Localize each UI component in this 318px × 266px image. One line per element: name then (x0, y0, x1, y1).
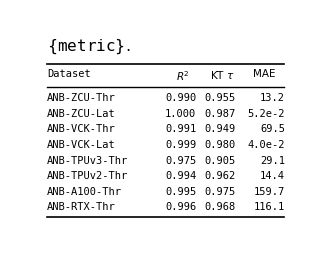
Text: 0.949: 0.949 (204, 124, 236, 135)
Text: ANB-RTX-Thr: ANB-RTX-Thr (47, 202, 116, 212)
Text: 0.995: 0.995 (165, 187, 196, 197)
Text: ANB-VCK-Lat: ANB-VCK-Lat (47, 140, 116, 150)
Text: 0.980: 0.980 (204, 140, 236, 150)
Text: $\{\mathtt{metric}\}.$: $\{\mathtt{metric}\}.$ (47, 38, 131, 56)
Text: 14.4: 14.4 (260, 171, 285, 181)
Text: MAE: MAE (253, 69, 275, 79)
Text: 0.962: 0.962 (204, 171, 236, 181)
Text: 0.987: 0.987 (204, 109, 236, 119)
Text: 29.1: 29.1 (260, 156, 285, 166)
Text: ANB-A100-Thr: ANB-A100-Thr (47, 187, 122, 197)
Text: 4.0e-2: 4.0e-2 (247, 140, 285, 150)
Text: ANB-ZCU-Thr: ANB-ZCU-Thr (47, 93, 116, 103)
Text: 0.905: 0.905 (204, 156, 236, 166)
Text: 159.7: 159.7 (254, 187, 285, 197)
Text: $R^2$: $R^2$ (176, 69, 190, 82)
Text: Dataset: Dataset (47, 69, 91, 79)
Text: 0.994: 0.994 (165, 171, 196, 181)
Text: KT $\tau$: KT $\tau$ (210, 69, 234, 81)
Text: 69.5: 69.5 (260, 124, 285, 135)
Text: 5.2e-2: 5.2e-2 (247, 109, 285, 119)
Text: 0.999: 0.999 (165, 140, 196, 150)
Text: 0.990: 0.990 (165, 93, 196, 103)
Text: 0.955: 0.955 (204, 93, 236, 103)
Text: ANB-ZCU-Lat: ANB-ZCU-Lat (47, 109, 116, 119)
Text: ANB-VCK-Thr: ANB-VCK-Thr (47, 124, 116, 135)
Text: 0.996: 0.996 (165, 202, 196, 212)
Text: ANB-TPUv2-Thr: ANB-TPUv2-Thr (47, 171, 128, 181)
Text: 0.968: 0.968 (204, 202, 236, 212)
Text: 1.000: 1.000 (165, 109, 196, 119)
Text: 0.975: 0.975 (165, 156, 196, 166)
Text: 13.2: 13.2 (260, 93, 285, 103)
Text: ANB-TPUv3-Thr: ANB-TPUv3-Thr (47, 156, 128, 166)
Text: 0.975: 0.975 (204, 187, 236, 197)
Text: 0.991: 0.991 (165, 124, 196, 135)
Text: 116.1: 116.1 (254, 202, 285, 212)
